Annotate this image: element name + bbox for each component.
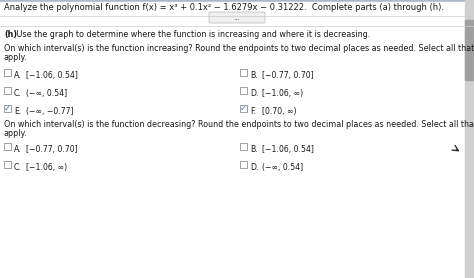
Text: [−0.77, 0.70]: [−0.77, 0.70] (262, 71, 314, 80)
Bar (240, 105, 247, 112)
Text: [−1.06, 0.54]: [−1.06, 0.54] (26, 71, 78, 80)
Text: F.: F. (250, 107, 255, 116)
FancyBboxPatch shape (209, 12, 265, 23)
Bar (240, 143, 247, 150)
Text: [−0.77, 0.70]: [−0.77, 0.70] (26, 145, 78, 154)
Text: B.: B. (250, 145, 258, 154)
Bar (465, 0, 474, 278)
Text: apply.: apply. (4, 129, 27, 138)
Text: On which interval(s) is the function decreasing? Round the endpoints to two deci: On which interval(s) is the function dec… (4, 120, 474, 129)
Text: (−∞, 0.54]: (−∞, 0.54] (262, 163, 303, 172)
Text: E.: E. (14, 107, 21, 116)
Bar (4, 69, 11, 76)
Bar (4, 87, 11, 94)
Text: ···: ··· (234, 17, 240, 23)
Text: apply.: apply. (4, 53, 27, 62)
Bar (4, 143, 11, 150)
Text: C.: C. (14, 89, 22, 98)
Text: [−1.06, ∞): [−1.06, ∞) (26, 163, 67, 172)
Text: [0.70, ∞): [0.70, ∞) (262, 107, 297, 116)
Bar (240, 69, 247, 76)
Bar (4, 161, 11, 168)
Text: ✓: ✓ (4, 104, 11, 113)
Text: (−∞, −0.77]: (−∞, −0.77] (26, 107, 73, 116)
Text: A.: A. (14, 71, 22, 80)
Text: (h): (h) (4, 30, 17, 39)
Bar (465, 20, 474, 80)
Text: C.: C. (14, 163, 22, 172)
Text: Use the graph to determine where the function is increasing and where it is decr: Use the graph to determine where the fun… (14, 30, 370, 39)
Text: D.: D. (250, 89, 258, 98)
Text: On which interval(s) is the function increasing? Round the endpoints to two deci: On which interval(s) is the function inc… (4, 44, 474, 53)
Bar (240, 161, 247, 168)
Bar (4, 105, 11, 112)
Bar (240, 87, 247, 94)
Bar (0, 0, 474, 2)
Text: [−1.06, ∞): [−1.06, ∞) (262, 89, 303, 98)
Text: Analyze the polynomial function f(x) = x³ + 0.1x² − 1.6279x − 0.31222.  Complete: Analyze the polynomial function f(x) = x… (4, 3, 444, 12)
Text: [−1.06, 0.54]: [−1.06, 0.54] (262, 145, 314, 154)
Text: D.: D. (250, 163, 258, 172)
Text: B.: B. (250, 71, 258, 80)
Text: A.: A. (14, 145, 22, 154)
Text: (−∞, 0.54]: (−∞, 0.54] (26, 89, 67, 98)
Text: ✓: ✓ (240, 104, 247, 113)
